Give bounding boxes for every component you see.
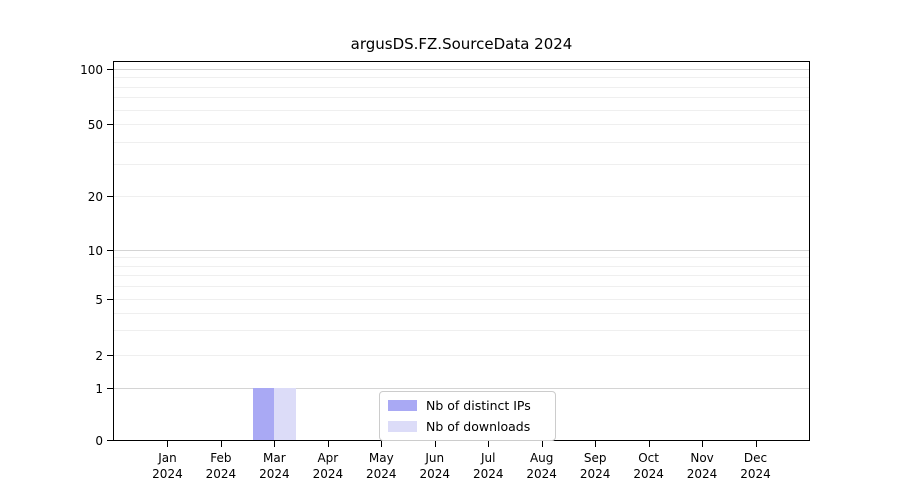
y-tick-label-20: 20 bbox=[87, 189, 103, 204]
y-tick-mark-0 bbox=[107, 440, 113, 441]
minor-gridline-80 bbox=[114, 86, 809, 88]
minor-gridline-8 bbox=[114, 265, 809, 267]
major-gridline-1 bbox=[114, 388, 809, 389]
x-tick-mark-nov bbox=[702, 441, 704, 447]
minor-gridline-2 bbox=[114, 355, 809, 356]
y-tick-mark-100 bbox=[107, 69, 113, 70]
x-tick-label-may: May 2024 bbox=[366, 451, 397, 481]
x-tick-label-sep: Sep 2024 bbox=[579, 451, 611, 481]
y-tick-mark-10 bbox=[107, 250, 113, 251]
legend: Nb of distinct IPs Nb of downloads bbox=[379, 391, 556, 441]
chart-title: argusDS.FZ.SourceData 2024 bbox=[350, 35, 573, 53]
bar-nb-of-downloads-mar bbox=[274, 388, 296, 440]
bar-nb-of-distinct-ips-mar bbox=[253, 388, 275, 440]
y-tick-label-50: 50 bbox=[87, 117, 103, 132]
minor-gridline-6 bbox=[114, 286, 809, 288]
x-tick-label-nov: Nov 2024 bbox=[686, 451, 718, 481]
minor-gridline-60 bbox=[114, 109, 809, 111]
minor-gridline-3 bbox=[114, 330, 809, 332]
minor-gridline-50 bbox=[114, 124, 809, 125]
major-gridline-100 bbox=[114, 69, 809, 70]
x-tick-label-dec: Dec 2024 bbox=[740, 451, 771, 481]
minor-gridline-20 bbox=[114, 196, 809, 197]
x-tick-mark-jul bbox=[488, 441, 490, 447]
minor-gridline-40 bbox=[114, 141, 809, 143]
x-tick-mark-dec bbox=[755, 441, 757, 447]
x-tick-mark-aug bbox=[541, 441, 543, 447]
x-tick-mark-oct bbox=[648, 441, 650, 447]
x-tick-mark-jan bbox=[167, 441, 169, 447]
plot-area bbox=[113, 61, 810, 441]
x-tick-mark-sep bbox=[595, 441, 597, 447]
minor-gridline-9 bbox=[114, 257, 809, 259]
legend-label-distinct-ips: Nb of distinct IPs bbox=[426, 398, 531, 413]
minor-gridline-90 bbox=[114, 77, 809, 79]
legend-row-downloads: Nb of downloads bbox=[388, 419, 547, 434]
minor-gridline-30 bbox=[114, 164, 809, 166]
x-tick-label-jun: Jun 2024 bbox=[419, 451, 451, 481]
y-tick-label-100: 100 bbox=[80, 62, 103, 77]
x-tick-mark-mar bbox=[274, 441, 276, 447]
minor-gridline-70 bbox=[114, 97, 809, 99]
legend-swatch-distinct-ips bbox=[388, 400, 417, 411]
y-tick-label-10: 10 bbox=[87, 243, 103, 258]
x-tick-label-apr: Apr 2024 bbox=[312, 451, 344, 481]
x-tick-label-mar: Mar 2024 bbox=[259, 451, 290, 481]
y-tick-mark-2 bbox=[107, 355, 113, 356]
x-tick-mark-feb bbox=[220, 441, 222, 447]
minor-gridline-4 bbox=[114, 312, 809, 314]
y-tick-mark-20 bbox=[107, 196, 113, 197]
minor-gridline-5 bbox=[114, 299, 809, 300]
x-tick-mark-apr bbox=[327, 441, 329, 447]
y-tick-label-5: 5 bbox=[95, 292, 103, 307]
legend-row-distinct-ips: Nb of distinct IPs bbox=[388, 398, 547, 413]
minor-gridline-7 bbox=[114, 275, 809, 277]
x-tick-mark-jun bbox=[434, 441, 436, 447]
major-gridline-10 bbox=[114, 250, 809, 251]
y-tick-mark-1 bbox=[107, 388, 113, 389]
y-tick-label-2: 2 bbox=[95, 348, 103, 363]
x-tick-mark-may bbox=[381, 441, 383, 447]
y-tick-mark-5 bbox=[107, 299, 113, 300]
legend-label-downloads: Nb of downloads bbox=[426, 419, 531, 434]
x-tick-label-aug: Aug 2024 bbox=[526, 451, 557, 481]
y-tick-label-0: 0 bbox=[95, 433, 103, 448]
x-tick-label-jul: Jul 2024 bbox=[472, 451, 504, 481]
legend-swatch-downloads bbox=[388, 421, 417, 432]
x-tick-label-feb: Feb 2024 bbox=[205, 451, 237, 481]
y-tick-mark-50 bbox=[107, 124, 113, 125]
y-tick-label-1: 1 bbox=[95, 381, 103, 396]
x-tick-label-jan: Jan 2024 bbox=[152, 451, 183, 481]
x-tick-label-oct: Oct 2024 bbox=[633, 451, 664, 481]
